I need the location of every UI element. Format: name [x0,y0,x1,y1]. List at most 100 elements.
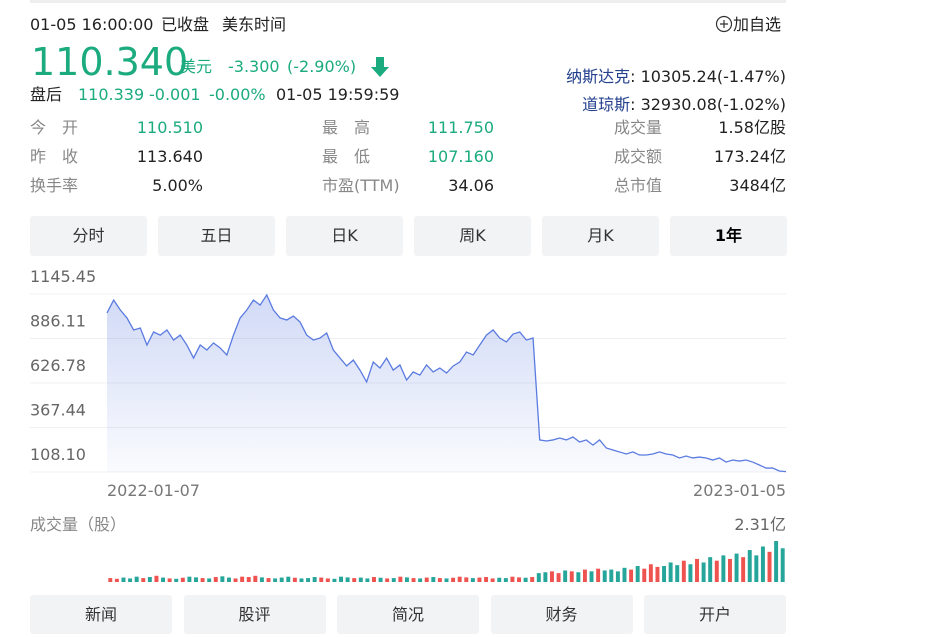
volume-bar [536,573,541,582]
volume-bar [352,578,357,582]
tab[interactable]: 日K [286,216,403,256]
stat-label: 成交量 [614,118,663,137]
volume-bar [161,577,166,582]
volume-bar [602,570,607,582]
price-line [106,293,787,473]
volume-bar [299,578,304,582]
stat-label: 最 低 [322,147,371,166]
volume-bar [629,569,634,582]
change-pct: (-2.90%) [287,57,357,76]
volume-bar [147,577,152,582]
volume-bar [372,577,376,582]
index-dow[interactable]: 道琼斯: 32930.08(-1.02%) [582,95,786,115]
status-time: 01-05 16:00:00 [30,15,154,34]
volume-bar [576,572,581,582]
stat-value: 3484亿 [729,176,786,195]
volume-bar [760,546,765,582]
area [107,294,786,472]
bottom-tab[interactable]: 开户 [644,595,786,634]
bottom-tab[interactable]: 新闻 [30,595,172,634]
volume-bar [365,578,370,582]
volume-bar [615,571,620,582]
index-value: : 10305.24(-1.47%) [630,67,786,86]
volume-bar [114,578,119,582]
add-watch[interactable]: 加自选 [715,15,781,35]
tab[interactable]: 分时 [30,216,147,256]
volume-bar [292,577,297,582]
volume-bar [154,575,159,582]
tab[interactable]: 五日 [158,216,275,256]
y-tick-label: 367.44 [30,400,86,419]
after-pct: -0.00% [209,85,266,104]
tab[interactable]: 周K [414,216,531,256]
volume-bar [517,577,521,582]
volume-bar [200,578,205,582]
volume-bar [780,548,785,582]
volume-bar [510,576,515,582]
volume-bar [121,577,126,582]
currency: 美元 [180,57,213,76]
volume-bar [523,577,528,582]
volume-bar [714,560,719,582]
index-name: 道琼斯 [582,95,631,114]
index-nasdaq[interactable]: 纳斯达克: 10305.24(-1.47%) [566,67,786,87]
volume-bar [253,575,258,582]
stat-label: 最 高 [322,118,371,137]
volume-bar [747,550,752,582]
tab[interactable]: 1年 [670,216,787,256]
volume-bar [345,577,350,582]
volume-bar [721,555,726,582]
volume-bar [497,577,502,582]
volume-bar [226,577,231,582]
volume-bar [398,576,403,582]
volume-bar [484,577,489,582]
volume-bar [207,578,212,582]
change: -3.300 [228,57,280,76]
volume-bar [167,578,172,582]
volume-bar [675,565,680,582]
volume-bar [668,562,673,582]
volume-bar [470,578,475,582]
stat-label: 换手率 [30,176,79,195]
volume-bar [325,578,330,582]
bottom-tab[interactable]: 简况 [337,595,479,634]
volume-bar [424,577,429,582]
volume-bar [319,577,324,582]
stat-label: 市盈(TTM) [322,176,400,195]
bottom-tab[interactable]: 财务 [490,595,633,634]
volume-bar [187,576,192,582]
volume-bar [259,577,264,582]
volume-bar [312,577,317,582]
volume-bar [220,576,225,582]
volume-bar [128,578,133,582]
status-state: 已收盘 [161,15,210,34]
stat-value: 111.750 [427,118,494,137]
volume-bar [437,578,442,582]
tab[interactable]: 月K [542,216,659,256]
stat-label: 总市值 [614,176,663,195]
volume-bar [655,566,660,582]
stat-value: 173.24亿 [714,147,786,166]
volume-bar [233,578,238,582]
volume-bar [503,578,508,582]
volume-bar [549,571,554,582]
volume-tick-label: 2.31亿 [734,515,786,534]
volume-bar [418,578,423,582]
volume-bar [741,557,746,582]
volume-bar [530,577,535,582]
down-arrow [371,57,389,77]
bottom-tab[interactable]: 股评 [183,595,326,634]
y-tick-label: 626.78 [30,356,86,375]
stat-label: 今 开 [30,118,79,137]
volume-bar [266,578,271,582]
volume-bar [708,557,713,582]
volume-bar [108,578,113,582]
volume-bar [589,571,594,582]
volume-bar [477,577,482,582]
volume-bar [622,567,627,582]
volume-bar [642,568,647,582]
volume-bar [134,576,139,582]
price: 110.340 [31,40,189,84]
volume-bar [563,570,568,582]
